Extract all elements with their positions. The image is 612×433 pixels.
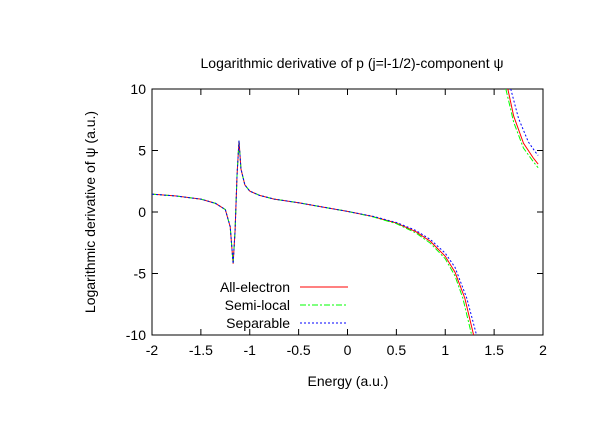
series-line-all-electron	[507, 89, 539, 165]
series-lines	[152, 89, 539, 335]
y-axis-label: Logarithmic derivative of ψ (a.u.)	[82, 111, 98, 313]
legend: All-electron Semi-local Separable	[220, 279, 348, 331]
y-tick-label: -10	[126, 327, 146, 343]
series-line-semi-local	[505, 89, 539, 169]
x-tick-label: 2	[539, 342, 547, 358]
series-line-semi-local	[152, 140, 473, 335]
y-tick-label: 0	[138, 204, 146, 220]
x-tick-label: 0	[344, 342, 352, 358]
axis-ticks: -2 -1.5 -1 -0.5 0 0.5 1 1.5 2 -10 -5 0 5 10	[126, 81, 547, 358]
y-tick-label: 5	[138, 143, 146, 159]
x-tick-label: 1.5	[484, 342, 504, 358]
series-line-separable	[510, 89, 539, 156]
legend-label: Semi-local	[225, 297, 290, 313]
x-tick-label: -0.5	[287, 342, 311, 358]
x-tick-label: -1	[244, 342, 257, 358]
chart-title: Logarithmic derivative of p (j=l-1/2)-co…	[201, 55, 504, 71]
series-line-separable	[152, 140, 478, 335]
series-line-all-electron	[152, 140, 475, 335]
x-axis-label: Energy (a.u.)	[308, 373, 389, 389]
x-tick-label: 0.5	[387, 342, 407, 358]
legend-label: Separable	[226, 315, 290, 331]
x-tick-label: -2	[146, 342, 159, 358]
y-tick-label: -5	[134, 266, 147, 282]
legend-label: All-electron	[220, 279, 290, 295]
plot-frame	[151, 88, 544, 336]
x-tick-label: 1	[441, 342, 449, 358]
x-tick-label: -1.5	[189, 342, 213, 358]
y-tick-label: 10	[130, 81, 146, 97]
